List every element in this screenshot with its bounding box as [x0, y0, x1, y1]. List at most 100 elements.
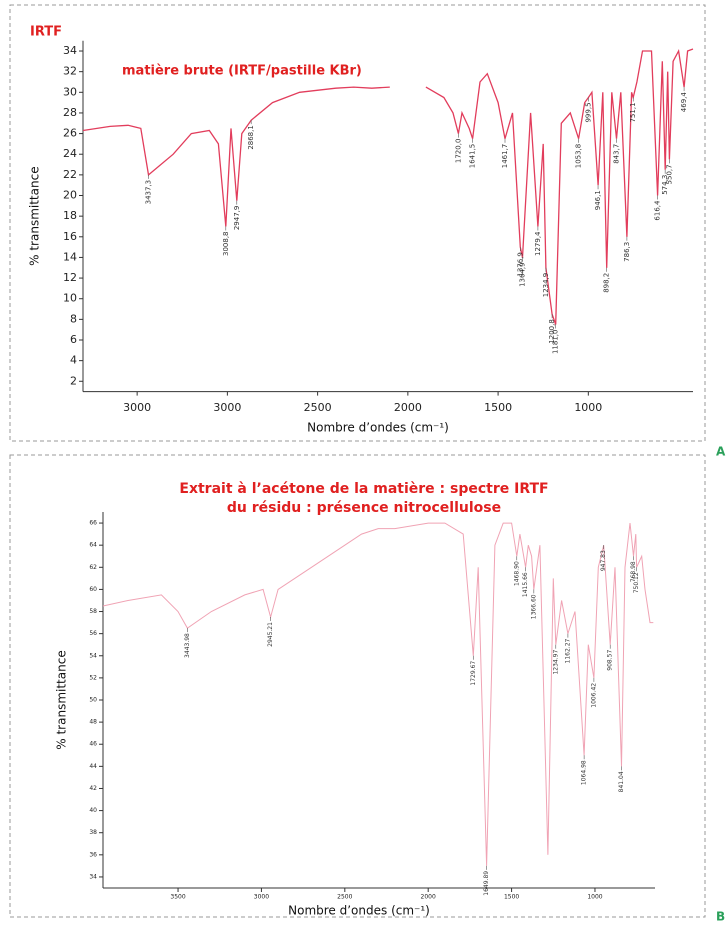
peak-label: 2947,9 [233, 206, 241, 231]
peak-label: 908.57 [607, 650, 614, 671]
y-tick-label: 54 [89, 652, 97, 659]
chart-subtitle: matière brute (IRTF/pastille KBr) [122, 64, 362, 79]
x-tick-label: 3000 [213, 401, 241, 414]
x-tick-label: 3000 [254, 894, 269, 901]
y-tick-label: 36 [89, 851, 97, 858]
peak-label: 2868,1 [247, 125, 255, 149]
x-tick-label: 1500 [484, 401, 512, 414]
y-tick-label: 22 [63, 168, 77, 181]
y-tick-label: 6 [70, 333, 77, 346]
peak-label: 843,7 [613, 144, 621, 164]
chart-title: Extrait à l’acétone de la matière : spec… [179, 481, 548, 497]
x-tick-label: 1500 [504, 894, 519, 901]
y-tick-label: 20 [63, 189, 77, 202]
x-tick-label: 2500 [304, 401, 332, 414]
peak-label: 1376,9 [516, 252, 524, 276]
x-tick-label: 2500 [337, 894, 352, 901]
peak-label: 469,4 [680, 92, 688, 113]
peak-label: 1279,4 [534, 231, 542, 256]
y-tick-label: 56 [89, 630, 97, 637]
y-tick-label: 42 [89, 785, 97, 792]
peak-label: 3443.98 [184, 633, 191, 658]
peak-label: 1468.90 [513, 561, 520, 586]
y-axis-title: % transmittance [28, 166, 42, 265]
y-tick-label: 28 [63, 106, 77, 119]
y-tick-label: 58 [89, 608, 97, 615]
y-tick-label: 32 [63, 65, 77, 78]
y-tick-label: 44 [89, 763, 97, 770]
y-tick-label: 24 [63, 147, 77, 160]
peak-label: 2945.21 [267, 622, 274, 647]
y-tick-label: 26 [63, 127, 77, 140]
x-tick-label: 3000 [123, 401, 151, 414]
peak-label: 750.12 [633, 572, 640, 593]
peak-label: 574,3 [661, 175, 669, 195]
y-tick-label: 30 [63, 85, 77, 98]
y-tick-label: 12 [63, 271, 77, 284]
peak-label: 947.83 [600, 550, 607, 571]
y-tick-label: 38 [89, 829, 97, 836]
x-axis-title: Nombre d’ondes (cm⁻¹) [307, 421, 449, 435]
peak-label: 841.04 [618, 771, 625, 792]
peak-label: 1641,5 [469, 144, 477, 169]
spectrum-line [102, 522, 654, 866]
peak-label: 1162.27 [564, 638, 571, 663]
y-tick-label: 60 [89, 586, 97, 593]
y-tick-label: 8 [70, 312, 77, 325]
peak-label: 999,5 [584, 102, 592, 122]
y-tick-label: 52 [89, 674, 97, 681]
chart-title: du résidu : présence nitrocellulose [227, 500, 501, 516]
peak-label: 1064.98 [581, 760, 588, 785]
y-tick-label: 34 [63, 44, 77, 57]
y-tick-label: 16 [63, 230, 77, 243]
y-tick-label: 14 [63, 250, 77, 263]
y-tick-label: 10 [63, 292, 77, 305]
peak-label: 1200,8 [548, 319, 556, 344]
peak-label: 1053,8 [575, 144, 583, 169]
y-tick-label: 40 [89, 807, 97, 814]
peak-label: 616,4 [654, 200, 662, 221]
x-tick-label: 2000 [421, 894, 436, 901]
peak-label: 1461,7 [501, 144, 509, 169]
x-axis-title: Nombre d’ondes (cm⁻¹) [288, 904, 430, 918]
peak-label: 1415.66 [522, 572, 529, 597]
panel-letter: B [716, 910, 725, 924]
y-tick-label: 18 [63, 209, 77, 222]
x-tick-label: 1000 [587, 894, 602, 901]
peak-label: 1234,9 [542, 273, 550, 298]
panel-frame [9, 4, 706, 442]
x-tick-label: 3500 [170, 894, 185, 901]
y-axis-title: % transmittance [55, 650, 69, 749]
y-tick-label: 46 [89, 741, 97, 748]
peak-label: 1720,0 [454, 139, 462, 164]
peak-label: 550,7 [665, 164, 673, 184]
panel-label: IRTF [30, 25, 62, 40]
peak-label: 1181,0 [552, 330, 560, 355]
peak-label: 1234.97 [552, 650, 559, 675]
y-tick-label: 50 [89, 697, 97, 704]
y-tick-label: 64 [89, 542, 97, 549]
peak-label: 1649.89 [483, 871, 490, 896]
y-tick-label: 34 [89, 873, 97, 880]
peak-label: 946,1 [594, 190, 602, 210]
y-tick-label: 62 [89, 564, 97, 571]
y-tick-label: 48 [89, 719, 97, 726]
peak-label: 1366.60 [530, 594, 537, 619]
y-tick-label: 4 [70, 354, 77, 367]
spectrum-line [82, 48, 694, 325]
y-tick-label: 66 [89, 520, 97, 527]
y-tick-label: 2 [70, 374, 77, 387]
x-tick-label: 2000 [394, 401, 422, 414]
peak-label: 786,3 [623, 242, 631, 262]
peak-label: 1006.42 [590, 683, 597, 708]
panel-letter: A [716, 445, 726, 459]
panel-frame [9, 454, 706, 918]
peak-label: 768.98 [630, 561, 637, 582]
peak-label: 898,2 [603, 273, 611, 293]
peak-label: 1364,9 [518, 262, 526, 287]
peak-label: 3437,3 [144, 180, 152, 205]
peak-label: 751,1 [629, 102, 637, 122]
peak-label: 3008,8 [222, 231, 230, 256]
x-tick-label: 1000 [574, 401, 602, 414]
